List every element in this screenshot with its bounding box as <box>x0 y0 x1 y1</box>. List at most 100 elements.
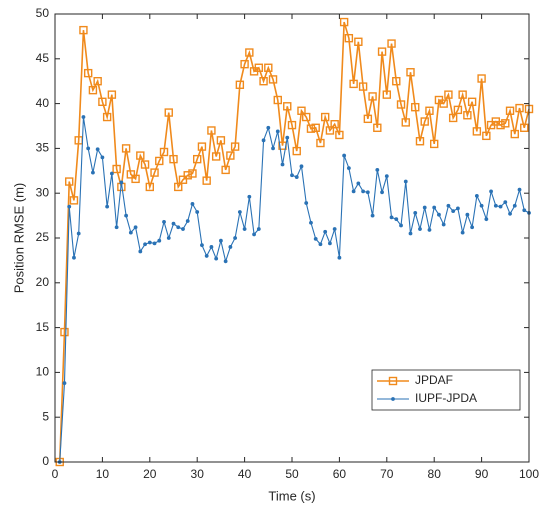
marker <box>396 100 406 109</box>
plot-frame <box>54 13 530 463</box>
marker <box>256 227 261 231</box>
marker <box>413 211 418 215</box>
marker <box>62 381 67 386</box>
series-line <box>58 21 530 463</box>
marker <box>432 205 437 210</box>
x-tick-label: 80 <box>428 467 442 481</box>
marker <box>133 225 138 230</box>
marker <box>105 204 110 209</box>
marker <box>498 204 503 209</box>
marker <box>112 164 121 174</box>
marker <box>441 222 446 227</box>
legend-marker <box>391 397 395 401</box>
marker <box>228 245 233 249</box>
marker <box>219 238 223 243</box>
x-axis-label: Time (s) <box>268 488 315 503</box>
marker <box>65 177 74 186</box>
marker <box>373 123 382 132</box>
marker <box>209 245 214 249</box>
marker <box>384 174 389 179</box>
marker <box>425 106 434 115</box>
marker <box>79 25 88 35</box>
marker <box>207 126 216 135</box>
marker <box>470 225 475 230</box>
marker <box>174 182 183 192</box>
marker <box>427 228 432 232</box>
marker <box>380 190 384 195</box>
series-line <box>59 116 530 463</box>
y-tick-label: 20 <box>36 275 50 289</box>
marker <box>233 236 238 240</box>
marker <box>292 146 301 156</box>
marker <box>472 127 482 136</box>
marker <box>316 138 325 148</box>
marker <box>508 211 512 216</box>
marker <box>408 231 413 236</box>
marker <box>330 120 339 129</box>
x-tick-label: 50 <box>285 467 299 481</box>
y-tick-label: 10 <box>36 365 50 379</box>
marker <box>216 136 226 145</box>
series <box>55 17 534 467</box>
marker <box>197 142 207 151</box>
marker <box>81 115 86 119</box>
marker <box>83 68 93 78</box>
marker <box>138 249 143 254</box>
marker <box>214 256 219 261</box>
y-tick-label: 15 <box>36 320 50 334</box>
marker <box>467 97 477 107</box>
x-tick-label: 100 <box>519 467 539 481</box>
marker <box>192 154 202 164</box>
marker <box>162 219 166 224</box>
marker <box>444 90 453 99</box>
marker <box>477 74 486 83</box>
marker <box>389 215 394 220</box>
marker <box>382 90 391 99</box>
marker <box>501 119 510 128</box>
marker <box>181 227 185 231</box>
marker <box>406 68 415 77</box>
marker <box>297 106 306 115</box>
marker <box>166 236 171 240</box>
marker <box>109 171 114 176</box>
marker <box>328 241 332 246</box>
marker <box>318 242 323 247</box>
marker <box>512 203 517 208</box>
marker <box>403 179 408 184</box>
marker <box>335 130 344 140</box>
marker <box>479 203 484 208</box>
marker <box>114 225 119 230</box>
marker <box>489 189 493 194</box>
marker <box>399 223 403 228</box>
y-tick-label: 50 <box>36 6 50 20</box>
marker <box>107 90 117 99</box>
y-tick-label: 5 <box>42 409 49 423</box>
marker <box>271 146 275 151</box>
marker <box>392 76 401 86</box>
marker <box>411 102 420 112</box>
marker <box>363 114 373 124</box>
x-tick-label: 10 <box>96 467 110 481</box>
marker <box>124 213 128 218</box>
marker <box>342 153 347 158</box>
marker <box>169 154 178 164</box>
marker <box>287 120 297 130</box>
marker <box>252 232 256 237</box>
marker <box>145 182 155 192</box>
x-tick-label: 40 <box>238 467 252 481</box>
marker <box>226 151 235 160</box>
marker <box>67 204 72 209</box>
marker <box>204 254 209 258</box>
marker <box>285 135 290 140</box>
marker <box>356 181 361 186</box>
marker <box>522 208 527 213</box>
marker <box>358 82 368 91</box>
marker <box>332 227 337 231</box>
marker <box>313 236 318 241</box>
legend-label: JPDAF <box>415 373 453 387</box>
marker <box>268 75 278 84</box>
marker <box>72 255 76 260</box>
marker <box>517 187 522 192</box>
marker <box>430 139 439 149</box>
marker <box>294 175 299 179</box>
